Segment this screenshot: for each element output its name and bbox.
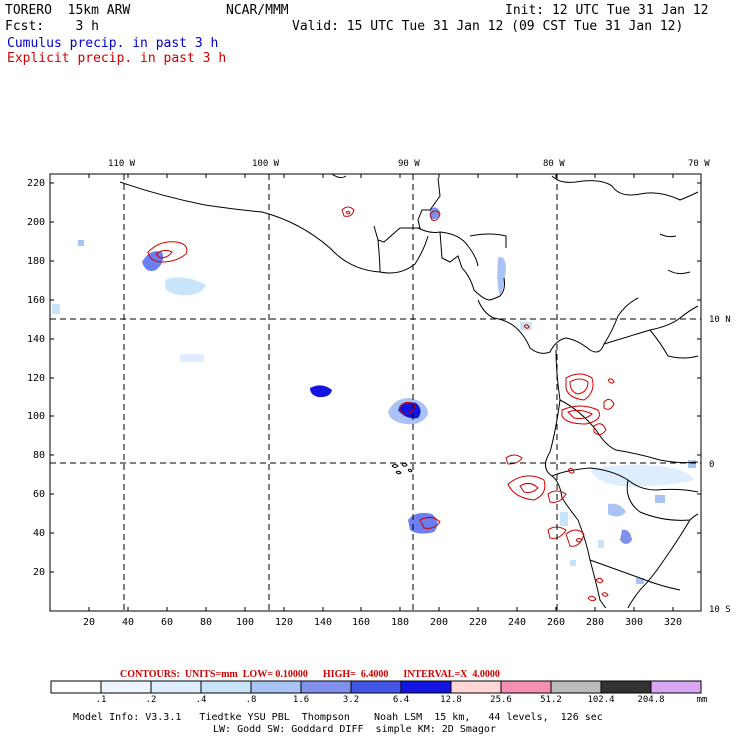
- lon-label-90w: 90 W: [398, 159, 420, 169]
- map-frame: [49, 173, 702, 612]
- model-info-line2: LW: Godd SW: Goddard DIFF simple KM: 2D …: [213, 724, 496, 735]
- lon-label-110w: 110 W: [108, 159, 136, 169]
- model-title: TORERO 15km ARW: [5, 3, 131, 18]
- x-tick: 100: [236, 617, 254, 628]
- cumulus-cell: [408, 512, 438, 534]
- org-label: NCAR/MMM: [226, 3, 289, 18]
- x-tick: 260: [547, 617, 565, 628]
- y-tick: 180: [27, 256, 45, 267]
- forecast-hour: Fcst: 3 h: [5, 19, 99, 34]
- lat-label-10s: 10 S: [709, 605, 731, 615]
- colorbar: .1 .2 .4 .8 1.6 3.2 6.4 12.8 25.6 51.2 1…: [50, 680, 708, 705]
- x-tick: 180: [391, 617, 409, 628]
- colorbar-label: 1.6: [293, 695, 309, 705]
- cumulus-cell: [608, 503, 626, 517]
- x-tick: 300: [625, 617, 643, 628]
- valid-time: Valid: 15 UTC Tue 31 Jan 12 (09 CST Tue …: [292, 19, 684, 34]
- x-tick: 20: [83, 617, 95, 628]
- coastlines: [119, 173, 699, 609]
- cumulus-cell: [78, 240, 84, 246]
- x-tick: 140: [314, 617, 332, 628]
- cumulus-cell: [590, 464, 694, 487]
- colorbar-swatch: [150, 680, 202, 694]
- y-tick: 20: [33, 567, 45, 578]
- contours-info: CONTOURS: UNITS=mm LOW= 0.10000 HIGH= 6.…: [120, 669, 500, 680]
- x-tick: 80: [200, 617, 212, 628]
- explicit-precip-contours: [147, 206, 615, 602]
- colorbar-swatch: [400, 680, 452, 694]
- x-tick: 40: [122, 617, 134, 628]
- y-tick: 60: [33, 489, 45, 500]
- colorbar-label: .1: [96, 695, 107, 705]
- colorbar-swatch: [250, 680, 302, 694]
- y-tick: 40: [33, 528, 45, 539]
- cumulus-cell: [520, 322, 532, 330]
- model-info-line1: Model Info: V3.3.1 Tiedtke YSU PBL Thomp…: [73, 712, 603, 723]
- colorbar-label: 3.2: [343, 695, 359, 705]
- y-tick: 220: [27, 178, 45, 189]
- colorbar-swatch: [450, 680, 502, 694]
- cumulus-cell: [560, 512, 604, 566]
- colorbar-label: 12.8: [440, 695, 462, 705]
- init-time: Init: 12 UTC Tue 31 Jan 12: [505, 3, 709, 18]
- x-tick: 320: [664, 617, 682, 628]
- x-tick: 220: [469, 617, 487, 628]
- colorbar-unit: mm: [697, 695, 708, 705]
- colorbar-label: .4: [196, 695, 207, 705]
- cumulus-cell: [52, 304, 60, 314]
- cumulus-cell: [142, 251, 164, 271]
- colorbar-swatch: [500, 680, 552, 694]
- cumulus-cell: [497, 257, 506, 296]
- colorbar-swatch: [200, 680, 252, 694]
- y-tick: 140: [27, 334, 45, 345]
- lat-lon-grid: [50, 174, 701, 611]
- cumulus-cell: [310, 385, 332, 398]
- cumulus-cell: [430, 207, 440, 220]
- field2-title: Explicit precip. in past 3 h: [7, 51, 227, 66]
- lat-label-10n: 10 N: [709, 315, 731, 325]
- cumulus-cell: [620, 529, 632, 544]
- colorbar-swatch: [600, 680, 652, 694]
- colorbar-label: 6.4: [393, 695, 409, 705]
- cumulus-cell: [398, 402, 421, 419]
- colorbar-label: .2: [146, 695, 157, 705]
- x-tick: 120: [275, 617, 293, 628]
- field1-title: Cumulus precip. in past 3 h: [7, 36, 219, 51]
- colorbar-swatch: [50, 680, 102, 694]
- x-tick: 160: [352, 617, 370, 628]
- x-tick: 200: [430, 617, 448, 628]
- x-tick: 60: [161, 617, 173, 628]
- tick-marks: [50, 174, 701, 611]
- x-tick: 280: [586, 617, 604, 628]
- colorbar-label: 102.4: [587, 695, 614, 705]
- lon-label-80w: 80 W: [543, 159, 565, 169]
- y-tick: 160: [27, 295, 45, 306]
- cumulus-cell: [180, 354, 204, 362]
- cumulus-cell: [165, 277, 206, 296]
- colorbar-swatch: [100, 680, 152, 694]
- colorbar-label: 51.2: [540, 695, 562, 705]
- x-tick: 240: [508, 617, 526, 628]
- colorbar-swatch: [550, 680, 602, 694]
- colorbar-swatch: [650, 680, 702, 694]
- lon-label-70w: 70 W: [688, 159, 710, 169]
- y-tick: 120: [27, 373, 45, 384]
- colorbar-label: 204.8: [637, 695, 664, 705]
- lat-label-0: 0: [709, 460, 714, 470]
- colorbar-label: 25.6: [490, 695, 512, 705]
- cumulus-precip-areas: [52, 207, 696, 584]
- lon-label-100w: 100 W: [252, 159, 280, 169]
- colorbar-label: .8: [246, 695, 257, 705]
- colorbar-swatch: [350, 680, 402, 694]
- colorbar-swatch: [300, 680, 352, 694]
- y-tick: 100: [27, 411, 45, 422]
- y-tick: 200: [27, 217, 45, 228]
- y-tick: 80: [33, 450, 45, 461]
